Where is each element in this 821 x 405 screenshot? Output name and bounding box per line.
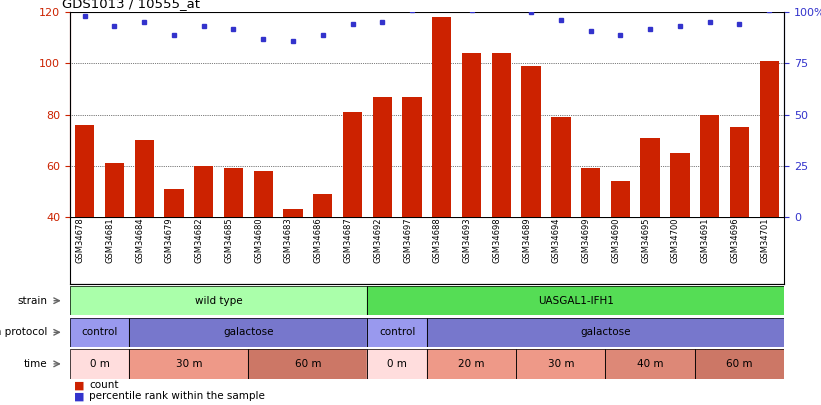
Text: wild type: wild type [195, 296, 242, 306]
Text: GDS1013 / 10555_at: GDS1013 / 10555_at [62, 0, 200, 10]
Bar [581, 168, 600, 320]
Bar [402, 97, 422, 320]
Bar [224, 168, 243, 320]
Bar [70, 286, 368, 315]
Text: 0 m: 0 m [388, 359, 407, 369]
Text: GSM34685: GSM34685 [224, 217, 233, 263]
Bar [164, 189, 184, 320]
Bar [105, 163, 124, 320]
Bar [368, 286, 784, 315]
Text: GSM34691: GSM34691 [700, 217, 709, 262]
Bar [313, 194, 333, 320]
Text: 0 m: 0 m [89, 359, 109, 369]
Bar [75, 125, 94, 320]
Bar [368, 286, 784, 315]
Text: 30 m: 30 m [548, 359, 574, 369]
Text: 60 m: 60 m [726, 359, 753, 369]
Bar [368, 349, 427, 379]
Bar [695, 349, 784, 379]
Text: GSM34684: GSM34684 [135, 217, 144, 263]
Text: GSM34689: GSM34689 [522, 217, 531, 263]
Text: 30 m: 30 m [176, 359, 202, 369]
Text: 60 m: 60 m [295, 359, 321, 369]
Bar [130, 349, 248, 379]
Bar [427, 349, 516, 379]
Text: percentile rank within the sample: percentile rank within the sample [89, 392, 265, 401]
Text: galactose: galactose [580, 327, 631, 337]
Bar [70, 318, 130, 347]
Bar [730, 128, 749, 320]
Text: GSM34693: GSM34693 [462, 217, 471, 263]
Text: galactose: galactose [223, 327, 273, 337]
Text: 40 m: 40 m [637, 359, 663, 369]
Text: GSM34688: GSM34688 [433, 217, 442, 263]
Bar [606, 349, 695, 379]
Bar [640, 138, 660, 320]
Text: GSM34697: GSM34697 [403, 217, 412, 263]
Bar [427, 349, 516, 379]
Bar [551, 117, 571, 320]
Text: growth protocol: growth protocol [0, 327, 48, 337]
Bar [521, 66, 541, 320]
Text: GSM34690: GSM34690 [612, 217, 621, 262]
Text: GSM34687: GSM34687 [343, 217, 352, 263]
Text: ■: ■ [74, 380, 85, 390]
Bar [462, 53, 481, 320]
Text: control: control [81, 327, 117, 337]
Text: GSM34699: GSM34699 [581, 217, 590, 262]
Text: GSM34682: GSM34682 [195, 217, 204, 263]
Text: 20 m: 20 m [458, 359, 485, 369]
Bar [611, 181, 630, 320]
Bar [427, 318, 784, 347]
Bar [70, 349, 130, 379]
Bar [368, 349, 427, 379]
Bar [759, 61, 779, 320]
Bar [194, 166, 213, 320]
Text: GSM34681: GSM34681 [105, 217, 114, 263]
Text: GSM34694: GSM34694 [552, 217, 561, 262]
Bar [70, 349, 130, 379]
Text: time: time [24, 359, 48, 369]
Bar [368, 318, 427, 347]
Text: GSM34692: GSM34692 [374, 217, 383, 262]
Text: control: control [379, 327, 415, 337]
Bar [368, 318, 427, 347]
Bar [248, 349, 368, 379]
Text: GSM34701: GSM34701 [760, 217, 769, 262]
Bar [135, 140, 154, 320]
Bar [606, 349, 695, 379]
Bar [670, 153, 690, 320]
Text: GSM34695: GSM34695 [641, 217, 650, 262]
Bar [516, 349, 606, 379]
Bar [130, 318, 368, 347]
Text: GSM34698: GSM34698 [493, 217, 502, 263]
Bar [70, 318, 130, 347]
Bar [700, 115, 719, 320]
Bar [373, 97, 392, 320]
Text: strain: strain [17, 296, 48, 306]
Bar [130, 318, 368, 347]
Text: GSM34679: GSM34679 [165, 217, 174, 263]
Bar [248, 349, 368, 379]
Bar [427, 318, 784, 347]
Bar [492, 53, 511, 320]
Bar [283, 209, 303, 320]
Bar [695, 349, 784, 379]
Text: GSM34700: GSM34700 [671, 217, 680, 262]
Bar [70, 286, 368, 315]
Text: GSM34696: GSM34696 [731, 217, 740, 263]
Text: ■: ■ [74, 392, 85, 401]
Bar [432, 17, 452, 320]
Text: GSM34678: GSM34678 [76, 217, 85, 263]
Text: GSM34686: GSM34686 [314, 217, 323, 263]
Text: UASGAL1-IFH1: UASGAL1-IFH1 [538, 296, 613, 306]
Text: GSM34680: GSM34680 [255, 217, 264, 263]
Bar [130, 349, 248, 379]
Bar [516, 349, 606, 379]
Bar [254, 171, 273, 320]
Text: count: count [89, 380, 118, 390]
Bar [343, 112, 362, 320]
Text: GSM34683: GSM34683 [284, 217, 293, 263]
